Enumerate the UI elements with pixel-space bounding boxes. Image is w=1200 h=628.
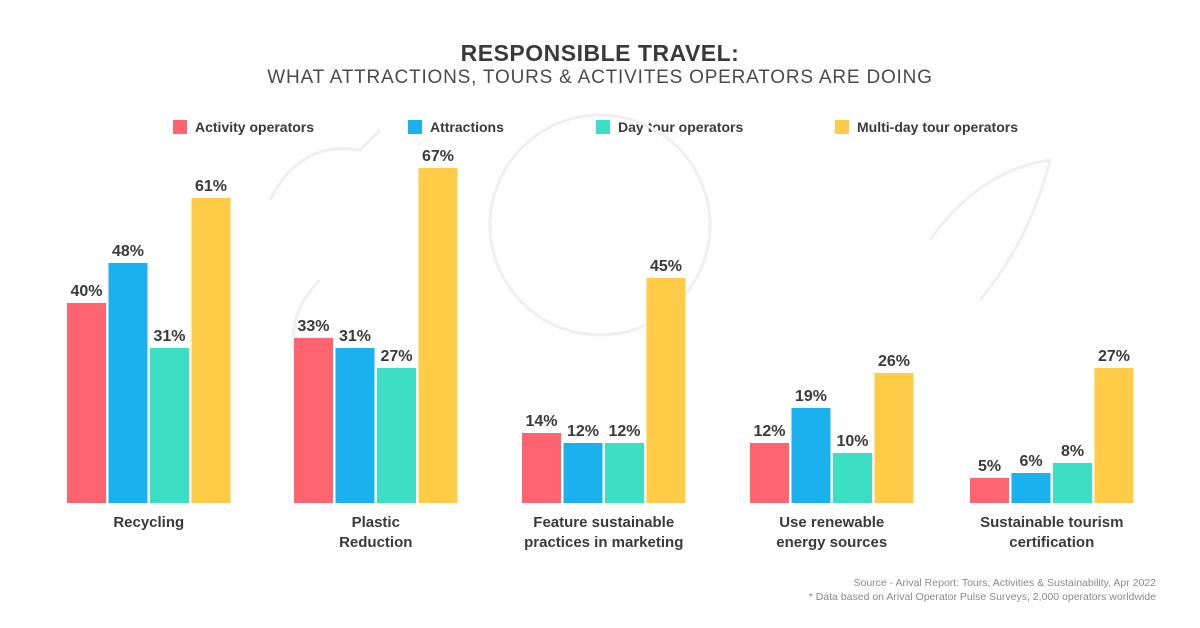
- legend-item-multi-day-tour-operators: Multi-day tour operators: [835, 118, 1018, 136]
- data-note-line: * Data based on Arival Operator Pulse Su…: [808, 591, 1156, 603]
- bar: [1094, 368, 1134, 503]
- bar: [970, 478, 1009, 503]
- legend-label: Attractions: [430, 119, 504, 135]
- category-label: Reduction: [339, 534, 412, 551]
- bar: [108, 263, 148, 503]
- legend-item-activity-operators: Activity operators: [173, 118, 314, 136]
- data-label: 48%: [112, 243, 144, 260]
- category-label: certification: [1009, 534, 1094, 551]
- legend-swatch: [835, 120, 849, 134]
- legend-label: Multi-day tour operators: [857, 119, 1019, 135]
- legend-swatch: [596, 120, 610, 134]
- data-label: 33%: [297, 318, 329, 335]
- data-label: 12%: [608, 423, 640, 440]
- legend-swatch: [173, 120, 187, 134]
- bar: [874, 373, 914, 503]
- data-label: 10%: [836, 433, 868, 450]
- data-label: 14%: [525, 413, 557, 430]
- data-label: 6%: [1019, 453, 1042, 470]
- bar: [750, 443, 789, 503]
- data-label: 31%: [153, 328, 185, 345]
- data-label: 26%: [878, 353, 910, 370]
- bar: [605, 443, 644, 503]
- category-label: Use renewable: [779, 514, 884, 531]
- data-label: 12%: [567, 423, 599, 440]
- bar: [294, 338, 333, 503]
- chart-subtitle: WHAT ATTRACTIONS, TOURS & ACTIVITES OPER…: [267, 67, 933, 88]
- bar: [1053, 463, 1092, 503]
- data-label: 12%: [753, 423, 785, 440]
- category-label: practices in marketing: [524, 534, 683, 551]
- data-label: 31%: [339, 328, 371, 345]
- bar: [335, 348, 375, 503]
- data-label: 8%: [1061, 443, 1084, 460]
- data-label: 61%: [195, 178, 227, 195]
- bar: [563, 443, 603, 503]
- bar: [833, 453, 872, 503]
- bar: [1011, 473, 1051, 503]
- data-label: 5%: [978, 458, 1001, 475]
- bar: [67, 303, 106, 503]
- bar: [522, 433, 561, 503]
- data-label: 45%: [650, 258, 682, 275]
- chart-title: RESPONSIBLE TRAVEL:: [460, 40, 740, 66]
- bar: [791, 408, 831, 503]
- legend-item-day-tour-operators: Day tour operators: [596, 118, 743, 136]
- bar: [377, 368, 416, 503]
- legend-swatch: [408, 120, 422, 134]
- legend-label: Activity operators: [195, 119, 315, 135]
- legend-label: Day tour operators: [618, 119, 744, 135]
- data-label: 27%: [380, 348, 412, 365]
- data-label: 67%: [422, 148, 454, 165]
- category-label: Feature sustainable: [533, 514, 674, 531]
- bar: [646, 278, 686, 503]
- bar: [418, 168, 458, 503]
- data-label: 19%: [795, 388, 827, 405]
- source-note: Source - Arival Report: Tours, Activitie…: [809, 576, 1156, 604]
- data-label: 40%: [70, 283, 102, 300]
- legend-item-attractions: Attractions: [408, 118, 504, 136]
- bar: [150, 348, 189, 503]
- category-label: Recycling: [113, 514, 184, 531]
- category-label: Sustainable tourism: [980, 514, 1123, 531]
- bar: [191, 198, 231, 503]
- source-line: Source - Arival Report: Tours, Activitie…: [853, 577, 1156, 589]
- category-label: energy sources: [776, 534, 887, 551]
- data-label: 27%: [1098, 348, 1130, 365]
- category-label: Plastic: [352, 514, 400, 531]
